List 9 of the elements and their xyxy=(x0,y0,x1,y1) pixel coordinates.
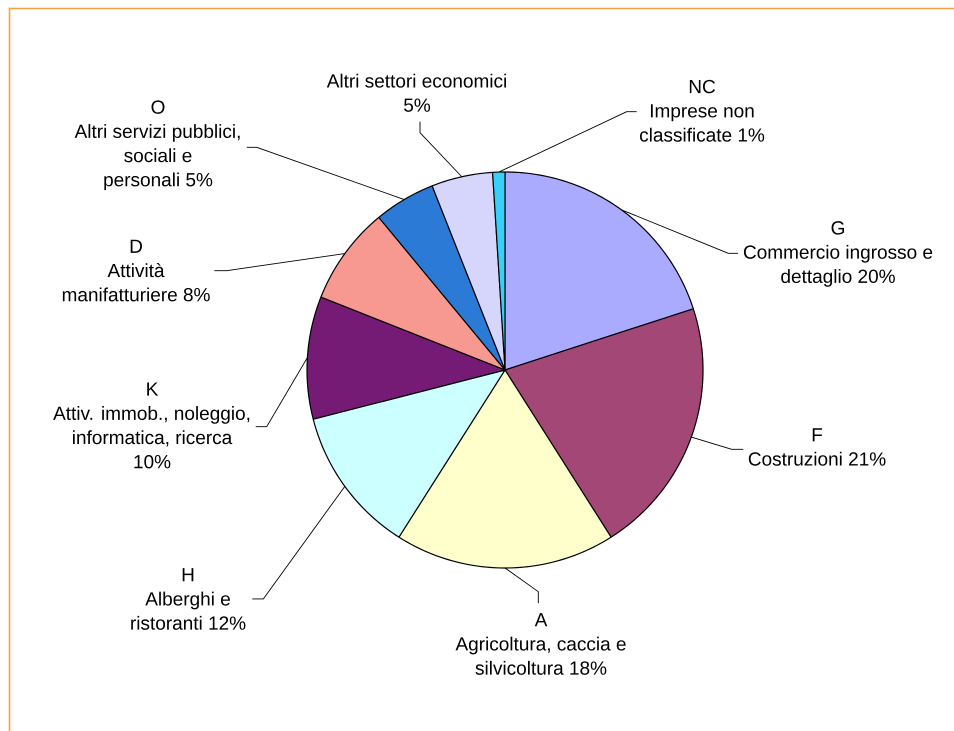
slice-label: H Alberghi e ristoranti 12% xyxy=(131,568,246,630)
slice-label: NC Imprese non classificate 1% xyxy=(640,80,764,142)
slice-label: F Costruzioni 21% xyxy=(748,428,886,466)
slice-label: A Agricoltura, caccia e silvicoltura 18% xyxy=(456,613,626,675)
slice-label: Altri settori economici 5% xyxy=(326,74,506,112)
slice-label: G Commercio ingrosso e dettaglio 20% xyxy=(744,221,932,287)
slice-label: O Altri servizi pubblici, sociali e personali 5% xyxy=(74,100,240,190)
slice-label: K Attiv. immob., noleggio, informatica, ricerca 10% xyxy=(53,382,250,468)
slice-label: D Attività manifatturiere 8% xyxy=(62,240,210,302)
